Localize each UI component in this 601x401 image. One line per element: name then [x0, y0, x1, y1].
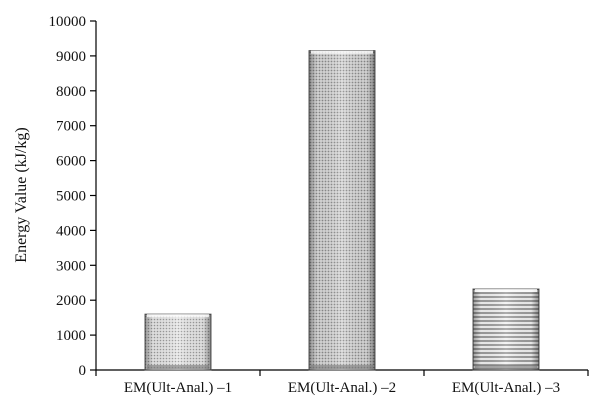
y-tick-label: 1000 [56, 328, 86, 344]
bar-top-highlight [311, 50, 373, 54]
y-tick-label: 0 [79, 363, 87, 379]
y-axis: 0 1000 2000 3000 4000 5000 6000 7000 8000 9000 100… [49, 14, 97, 379]
x-tick-label: EM(Ult-Anal.) –1 [124, 380, 232, 396]
bar-1 [144, 313, 212, 371]
bars [144, 50, 540, 371]
bar-base-shadow [311, 365, 373, 369]
x-tick-label: EM(Ult-Anal.) –3 [452, 380, 560, 396]
y-tick-label: 2000 [56, 293, 86, 309]
bar-shading [145, 314, 211, 370]
y-tick-label: 7000 [56, 119, 86, 135]
bar-top-highlight [475, 289, 537, 293]
y-tick-label: 10000 [49, 14, 87, 30]
y-axis-label: Energy Value (kJ/kg) [13, 127, 30, 262]
bar-base-shadow [147, 365, 209, 369]
bar-2 [308, 50, 376, 371]
bar-base-shadow [475, 365, 537, 369]
y-tick-label: 9000 [56, 49, 86, 65]
x-axis: EM(Ult-Anal.) –1 EM(Ult-Anal.) –2 EM(Ult-A… [95, 369, 589, 396]
bar-shading [473, 289, 539, 370]
x-tick-label: EM(Ult-Anal.) –2 [288, 380, 396, 396]
y-tick-label: 4000 [56, 223, 86, 239]
y-tick-label: 6000 [56, 154, 86, 170]
bar-top-highlight [147, 314, 209, 318]
y-tick-label: 3000 [56, 258, 86, 274]
bar-shading [309, 50, 375, 370]
y-tick-label: 5000 [56, 189, 86, 205]
y-tick-label: 8000 [56, 84, 86, 100]
bar-3 [472, 288, 540, 371]
